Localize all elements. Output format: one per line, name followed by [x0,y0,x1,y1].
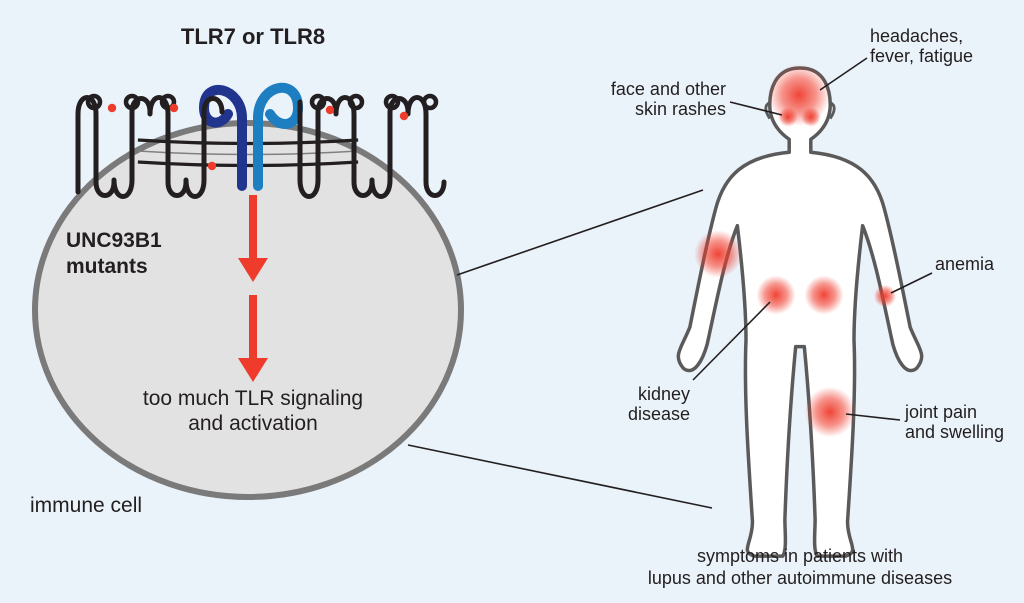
kidney-label: disease [628,404,690,424]
symptom-knee_r [805,387,855,437]
kidney-label: kidney [638,384,690,404]
unc-label: mutants [66,255,148,278]
mutant-dot [208,162,216,170]
caption: lupus and other autoimmune diseases [648,568,952,588]
rashes-label: skin rashes [635,99,726,119]
headaches-label: headaches, [870,26,963,46]
immune-cell-label: immune cell [30,494,142,517]
signaling-label: too much TLR signaling [143,387,363,410]
joint-label: joint pain [904,402,977,422]
symptom-kidney_r [804,275,843,314]
rashes-label: face and other [611,79,726,99]
tlr-label: TLR7 or TLR8 [181,24,325,49]
signaling-label: and activation [188,412,318,435]
symptom-forearm_r [874,285,896,307]
headaches-label: fever, fatigue [870,46,973,66]
mutant-dot [170,104,178,112]
mutant-dot [108,104,116,112]
mutant-dot [326,106,334,114]
symptom-cheek_l [778,107,798,127]
anemia-label: anemia [935,254,995,274]
joint-label: and swelling [905,422,1004,442]
symptom-cheek_r [801,107,821,127]
unc-label: UNC93B1 [66,229,162,252]
symptom-elbow_l [694,230,742,278]
immune-cell [35,123,461,497]
caption: symptoms in patients with [697,546,903,566]
mutant-dot [400,112,408,120]
